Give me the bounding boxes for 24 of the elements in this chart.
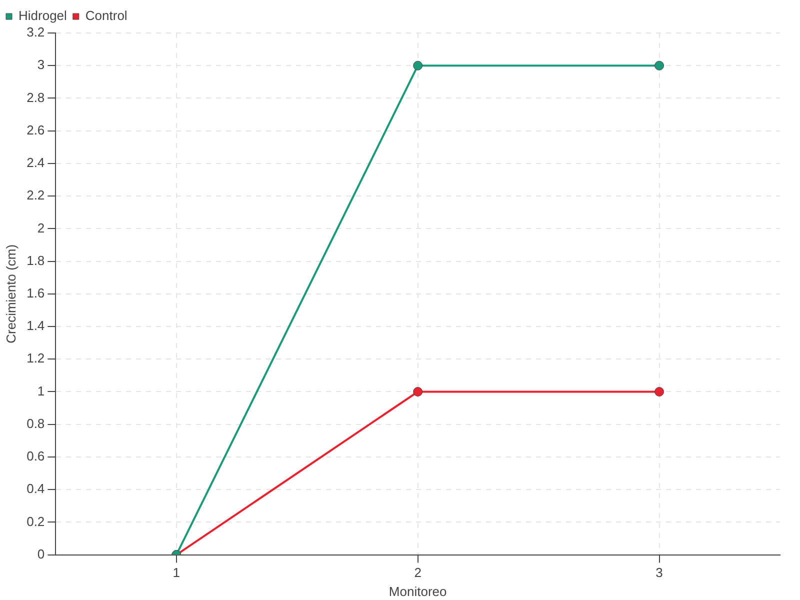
legend-label: Hidrogel: [18, 8, 68, 24]
y-tick-label: 2.4: [26, 155, 45, 170]
y-tick-label: 0.6: [26, 448, 45, 464]
y-tick-label: 2: [37, 220, 45, 236]
y-tick-label: 3.2: [26, 24, 45, 40]
y-tick-label: 1: [37, 383, 45, 398]
y-axis-title: Crecimiento (cm): [3, 244, 18, 344]
y-tick-label: 1.2: [26, 350, 45, 366]
y-tick-label: 2.2: [26, 188, 45, 203]
y-tick-label: 0: [37, 546, 45, 562]
y-tick-label: 2.8: [26, 90, 45, 105]
x-axis-title: Monitoreo: [388, 584, 447, 599]
y-tick-label: 1.8: [26, 252, 45, 268]
y-tick-label: 0.8: [26, 416, 45, 431]
legend-label: Control: [85, 8, 128, 24]
y-tick-label: 2.6: [26, 122, 45, 138]
y-tick-label: 1.6: [26, 285, 45, 300]
x-tick-label: 1: [172, 565, 180, 580]
y-tick-label: 0.4: [26, 481, 45, 496]
y-tick-label: 1.4: [26, 318, 45, 334]
y-tick-label: 3: [37, 57, 45, 72]
x-tick-label: 2: [414, 565, 422, 580]
y-tick-label: 0.2: [26, 514, 45, 529]
x-tick-label: 3: [656, 565, 663, 580]
